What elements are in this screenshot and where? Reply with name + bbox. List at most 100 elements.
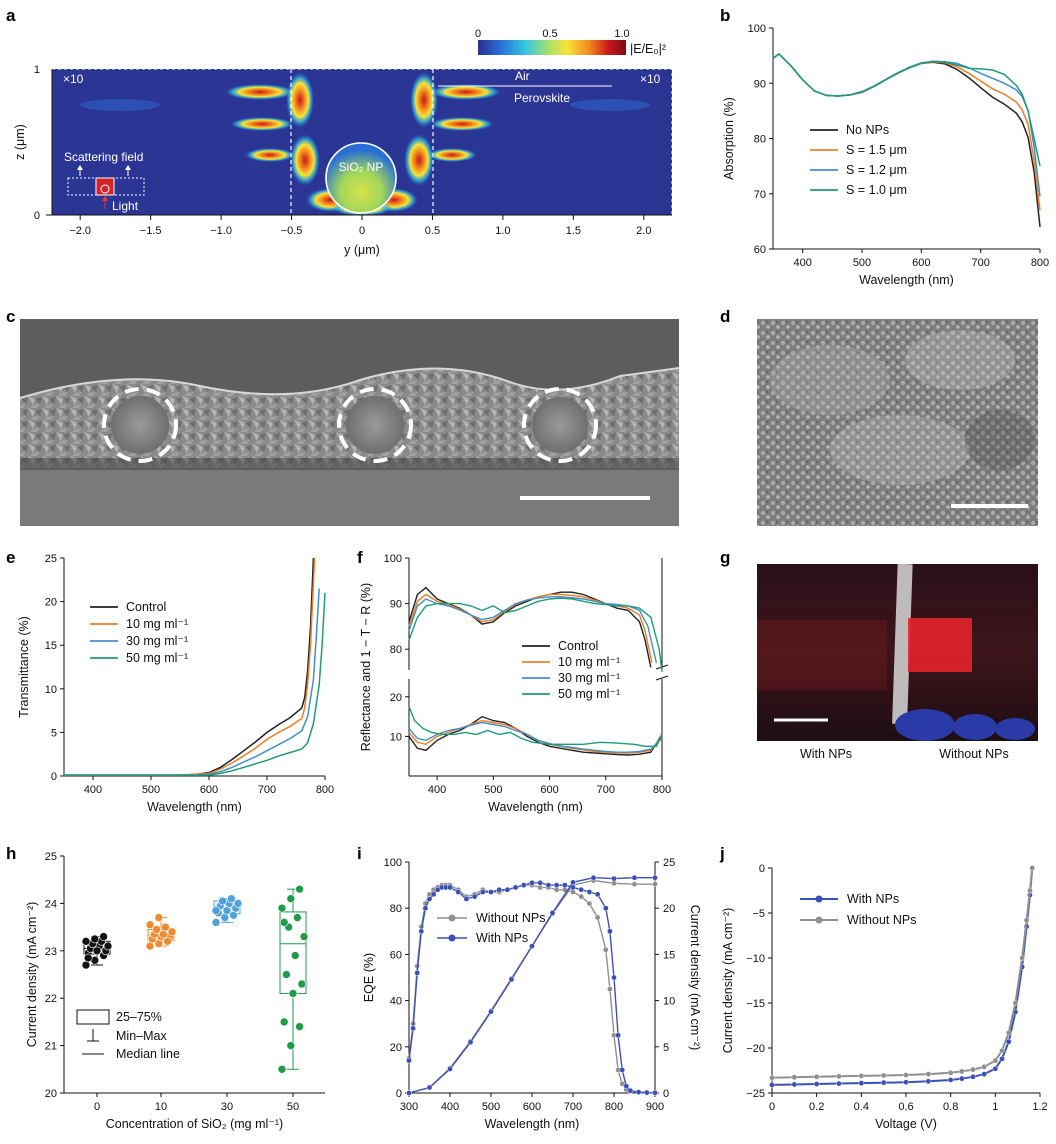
x-tick-label: 500 [484,784,502,796]
y-tick-label: 20 [390,1042,402,1054]
jv-point [970,1074,976,1080]
eqe-point [594,914,601,921]
chart-eqe: 300 400 500 600 700 800 900020406080100Wavelen… [362,857,702,1131]
axis-break [655,675,669,681]
eqe-point [615,1032,621,1039]
x-tick-label: 600 [523,1101,541,1113]
series-line [64,588,320,776]
panel-label-h: h [6,844,16,863]
y-tick-label: 23 [45,946,57,958]
y-tick-label: 25 [45,851,57,863]
caption-without-nps: Without NPs [939,747,1008,761]
data-point [211,906,221,915]
jsc-point [549,910,556,916]
eqe-point [562,882,568,888]
panel-label-f: f [357,548,363,567]
eqe-point [455,889,462,895]
jv-point [992,1057,999,1064]
x-tick-label: 700 [971,257,989,269]
data-point [90,934,100,944]
legend-label: Without NPs [476,911,545,925]
jv-line [771,867,1034,1086]
data-point [83,953,93,963]
chart-boxplot: 20 21 22 23 24 25 0 10 30 50 Concentration of SiO₂… [25,851,325,1131]
x-tick-label: 500 [142,784,160,796]
colorbar-tick: 1.0 [614,28,629,40]
nanoparticle-circle [325,142,397,214]
chart-transmittance: 400 500 600 700 800 0 5 10 15 20 25 Wavelength (nm)… [17,553,334,814]
jv-point [999,1047,1005,1054]
x-tick-label: 0 [94,1101,100,1113]
panel-c: c [6,307,680,526]
jsc-point [529,943,535,949]
eqe-point [607,928,613,935]
y2-tick-label: 10 [663,996,675,1008]
data-point [282,970,291,979]
particle-highlight [102,387,178,463]
data-point [293,913,302,922]
data-point [145,920,155,930]
y-tick-label: 80 [754,134,766,146]
data-point [99,932,108,941]
light-label: Light [112,199,139,213]
eqe-point [586,900,593,907]
jv-point [992,1065,999,1072]
x-tick-label: 2.0 [636,225,651,237]
x-axis-title: y (μm) [344,243,380,257]
x-tick-label: 800 [1031,257,1049,269]
series-line-upper [408,597,663,673]
y-tick-label: 100 [384,857,402,869]
panel-d: d [720,307,1038,526]
eqe-point [553,886,560,893]
x-tick-label: 500 [482,1101,500,1113]
eqe-point [627,1087,634,1094]
eqe-point [426,896,433,902]
legend-label: 50 mg ml⁻¹ [558,687,620,701]
jv-point [981,1064,987,1070]
colorbar-tick: 0.5 [542,28,557,40]
legend-label: With NPs [847,892,899,906]
y-tick-label: 1 [34,64,40,76]
eqe-point [635,1089,642,1095]
y-tick-label: 24 [45,898,57,910]
data-point [227,894,236,903]
eqe-point [652,1089,658,1096]
particle-highlight [337,387,413,463]
jsc-point [447,1066,453,1072]
jv-line [771,867,1034,1079]
data-point [154,913,164,922]
eqe-point [496,886,503,893]
np-label: SiO₂ NP [339,160,384,174]
jv-point [903,1072,909,1078]
jsc-point [631,874,638,881]
eqe-point [414,970,421,976]
eqe-point [586,889,593,895]
x-tick-label: 300 [400,1101,418,1113]
legend-label: Without NPs [847,913,916,927]
x-tick-label: 700 [597,784,615,796]
jv-point [925,1078,932,1085]
caption-with-nps: With NPs [800,747,852,761]
eqe-point [471,893,478,900]
x-tick-label: 600 [540,784,558,796]
eqe-point [537,879,544,886]
jv-point [791,1081,798,1088]
series-line-upper [408,596,658,664]
data-point [286,1041,296,1050]
data-point [299,932,309,941]
data-point [295,1022,304,1031]
data-point [295,884,304,894]
y-tick-label: 70 [754,189,766,201]
chart-jv: 0 0.2 0.4 0.6 0.8 1 1.2 0 −5 −10 −15 −20 −25 Voltage … [721,863,1048,1131]
y-axis-title: Absorption (%) [722,97,736,180]
data-point [161,922,170,932]
jv-point [1027,887,1033,894]
y-tick-label: −15 [746,998,765,1010]
y-tick-label: 80 [390,903,402,915]
jsc-point [570,879,576,886]
data-point [277,903,287,913]
x-tick-label: 600 [912,257,930,269]
data-point [279,918,289,927]
panel-label-d: d [720,307,730,326]
data-point [218,896,227,906]
